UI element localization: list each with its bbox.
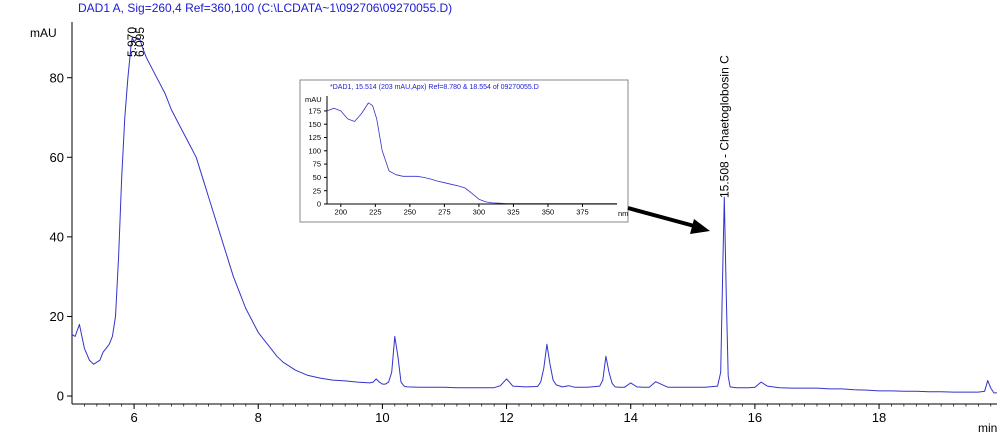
inset-x-tick-label: 250	[404, 208, 417, 217]
inset-y-tick-label: 75	[313, 160, 321, 169]
x-axis-unit: min	[978, 421, 997, 435]
arrow-head	[690, 219, 710, 234]
main-x-tick-label: 12	[499, 410, 513, 425]
main-y-tick-label: 40	[50, 229, 64, 244]
main-plot-area	[71, 37, 997, 394]
inset-y-tick-label: 125	[308, 133, 321, 142]
inset-y-tick-label: 100	[308, 146, 321, 155]
main-x-tick-label: 14	[623, 410, 637, 425]
main-y-tick-label: 0	[57, 389, 64, 404]
inset-title: *DAD1, 15.514 (203 mAU,Apx) Ref=8.780 & …	[330, 84, 539, 91]
inset-x-tick-label: 200	[335, 208, 348, 217]
arrow-shaft	[627, 206, 699, 229]
main-y-tick-label: 20	[50, 309, 64, 324]
inset-y-tick-label: 175	[308, 107, 321, 116]
main-x-tick-label: 18	[872, 410, 886, 425]
inset-x-tick-label: 350	[542, 208, 555, 217]
inset-x-tick-label: 275	[438, 208, 451, 217]
inset-series-line	[326, 102, 617, 204]
main-x-tick-label: 8	[255, 410, 262, 425]
main-x-tick-label: 10	[375, 410, 389, 425]
inset-y-unit: mAU	[305, 95, 322, 104]
inset-axes: 200 225 250 275 300 325 350 375 0 25 50 75 100 125 150…	[308, 96, 617, 217]
inset-x-tick-label: 225	[369, 208, 382, 217]
arrow	[627, 206, 710, 234]
chart-title: DAD1 A, Sig=260,4 Ref=360,100 (C:\LCDATA…	[78, 1, 452, 15]
inset-y-tick-label: 150	[308, 120, 321, 129]
peak-label: 15.508 - Chaetoglobosin C	[717, 55, 731, 198]
main-axes: 6 8 10 12 14 16 18 0 20 40 60 80	[50, 22, 997, 425]
inset-plot-area	[326, 102, 617, 204]
inset-x-unit: nm	[618, 209, 628, 218]
main-x-tick-label: 6	[130, 410, 137, 425]
inset-x-tick-label: 300	[473, 208, 486, 217]
inset-y-tick-label: 50	[313, 173, 321, 182]
peak-label: 5.970	[125, 27, 139, 57]
main-x-tick-label: 16	[748, 410, 762, 425]
inset-y-tick-label: 25	[313, 186, 321, 195]
main-series-line	[71, 37, 997, 394]
inset-frame	[299, 79, 629, 223]
main-y-tick-label: 80	[50, 70, 64, 85]
peak-label: 6.095	[133, 27, 147, 57]
main-y-tick-label: 60	[50, 150, 64, 165]
inset-x-tick-label: 375	[576, 208, 589, 217]
y-axis-unit: mAU	[30, 26, 57, 40]
uv-spectrum-inset: *DAD1, 15.514 (203 mAU,Apx) Ref=8.780 & …	[299, 79, 629, 223]
inset-x-tick-label: 325	[507, 208, 520, 217]
inset-y-tick-label: 0	[317, 200, 321, 209]
